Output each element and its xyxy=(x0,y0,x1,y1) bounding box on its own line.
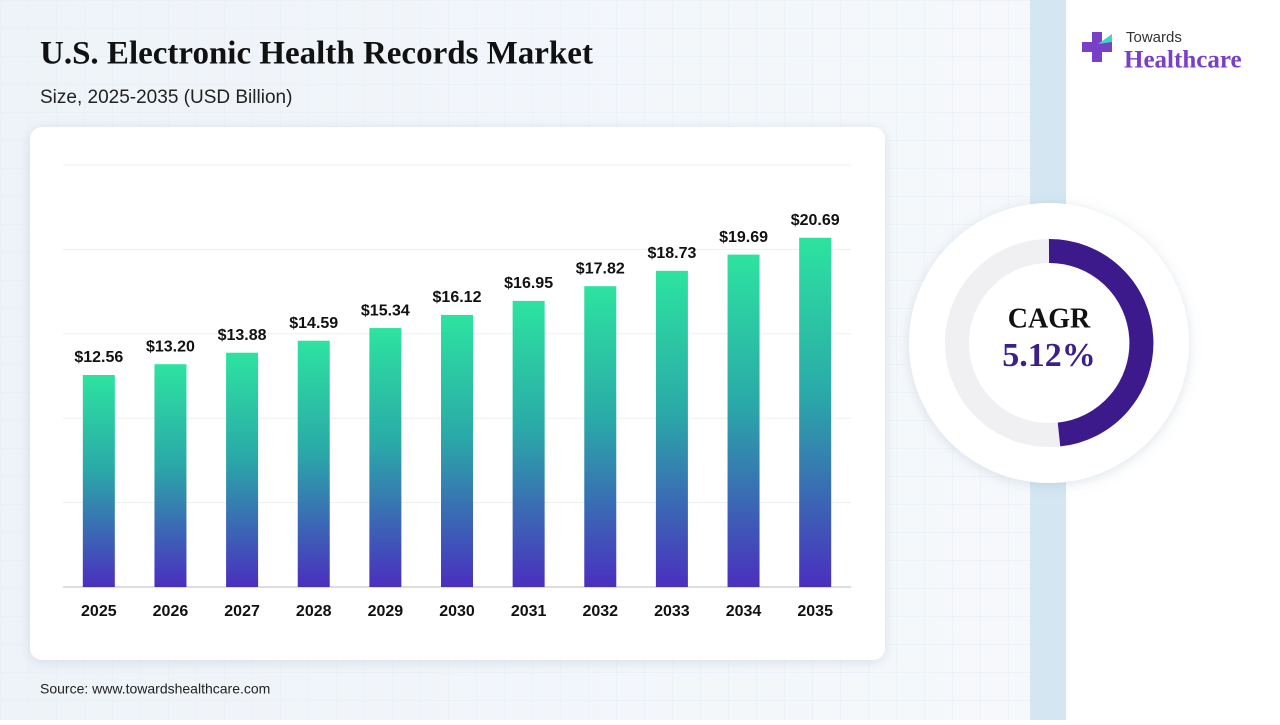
bar xyxy=(727,254,760,587)
logo-bottom: Healthcare xyxy=(1124,47,1242,74)
x-tick-label: 2028 xyxy=(296,603,332,620)
bar xyxy=(226,352,259,587)
value-label: $19.69 xyxy=(719,229,768,246)
cagr-value: 5.12% xyxy=(1002,337,1096,374)
value-label: $13.20 xyxy=(146,338,195,355)
value-label: $18.73 xyxy=(647,245,696,262)
bar xyxy=(369,328,402,587)
bar xyxy=(799,237,832,587)
value-label: $12.56 xyxy=(74,349,123,366)
bar xyxy=(82,374,115,587)
logo: Towards Healthcare xyxy=(1082,29,1242,74)
x-tick-label: 2032 xyxy=(582,603,618,620)
value-label: $14.59 xyxy=(289,315,338,332)
bar xyxy=(297,340,330,587)
value-label: $16.95 xyxy=(504,275,553,292)
value-label: $13.88 xyxy=(218,327,267,344)
chart-subtitle: Size, 2025-2035 (USD Billion) xyxy=(40,87,292,108)
x-tick-label: 2030 xyxy=(439,603,475,620)
value-label: $17.82 xyxy=(576,260,625,277)
logo-top: Towards xyxy=(1126,29,1182,46)
value-label: $20.69 xyxy=(791,212,840,229)
bar xyxy=(655,270,688,587)
chart-title: U.S. Electronic Health Records Market xyxy=(40,36,593,72)
bar xyxy=(441,314,473,587)
logo-icon xyxy=(1082,32,1112,62)
x-tick-label: 2031 xyxy=(511,603,547,620)
x-tick-label: 2029 xyxy=(368,603,404,620)
bar xyxy=(584,286,617,587)
bar xyxy=(154,364,187,587)
value-label: $16.12 xyxy=(433,289,482,306)
value-label: $15.34 xyxy=(361,302,410,319)
bar xyxy=(512,300,545,587)
x-tick-label: 2033 xyxy=(654,603,690,620)
x-tick-label: 2025 xyxy=(81,603,117,620)
logo-icon-accent xyxy=(1098,34,1112,44)
x-tick-label: 2034 xyxy=(726,603,762,620)
source: Source: www.towardshealthcare.com xyxy=(40,681,270,697)
x-tick-label: 2035 xyxy=(797,603,833,620)
x-tick-label: 2026 xyxy=(153,603,189,620)
cagr-arc xyxy=(1048,238,1154,447)
cagr-label: CAGR xyxy=(1008,303,1091,334)
x-tick-label: 2027 xyxy=(224,603,260,620)
